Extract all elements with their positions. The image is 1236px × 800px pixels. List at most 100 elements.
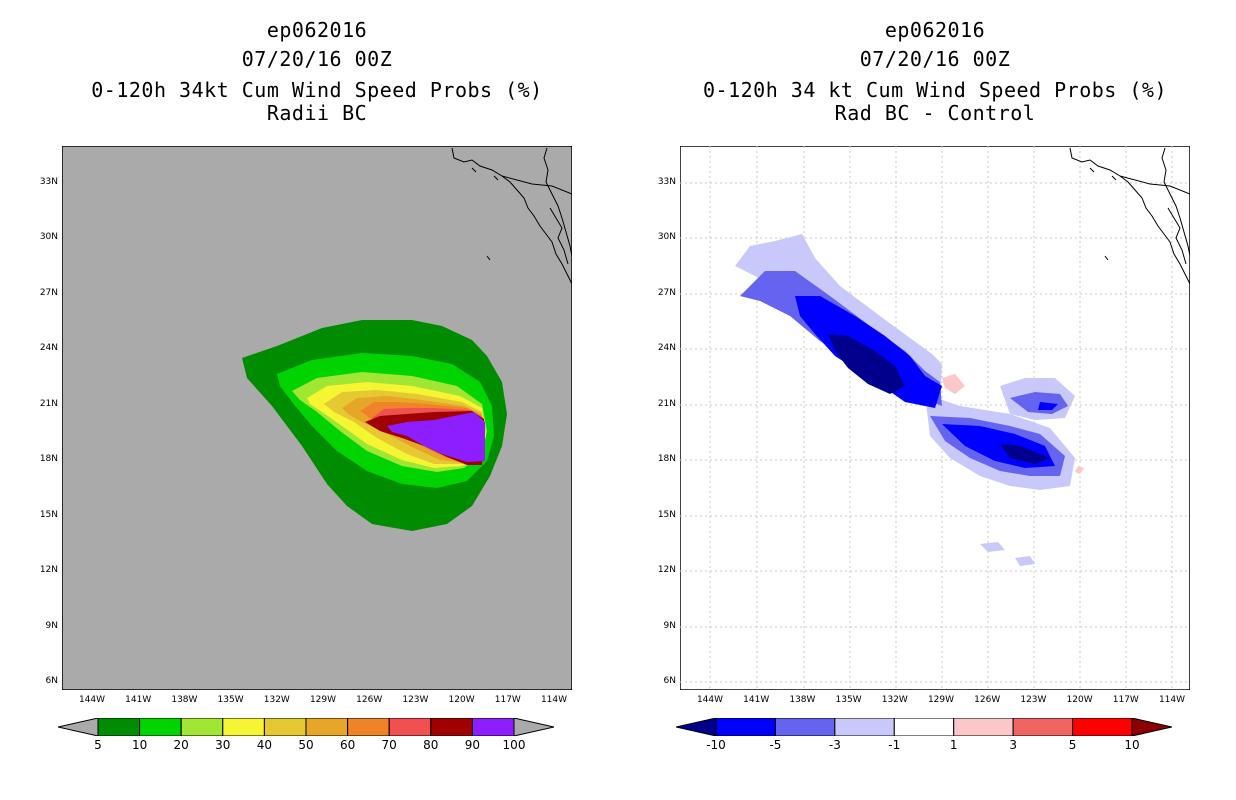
colorbar-segment bbox=[1072, 718, 1133, 736]
colorbar-label: 40 bbox=[256, 738, 273, 752]
lon-tick-label: 126W bbox=[356, 695, 383, 705]
lat-tick-label: 24N bbox=[39, 343, 58, 353]
lon-tick-label: 114W bbox=[540, 695, 568, 705]
product-subtitle: Radii BC bbox=[266, 101, 368, 125]
product-title: 0-120h 34kt Cum Wind Speed Probs (%) bbox=[91, 78, 543, 102]
colorbar-segment bbox=[222, 718, 265, 736]
lon-tick-label: 132W bbox=[263, 695, 290, 705]
lat-tick-label: 18N bbox=[657, 454, 676, 464]
colorbar-label: -5 bbox=[769, 738, 782, 752]
lon-tick-label: 120W bbox=[1066, 695, 1093, 705]
colorbar-label: 20 bbox=[173, 738, 189, 752]
lon-tick-label: 138W bbox=[789, 695, 816, 705]
lat-tick-label: 30N bbox=[39, 232, 58, 242]
colorbar-label: 5 bbox=[94, 738, 102, 752]
colorbar-segment bbox=[347, 718, 390, 736]
lat-tick-label: 27N bbox=[657, 288, 676, 298]
colorbar-segment bbox=[471, 718, 515, 736]
colorbar-segment bbox=[263, 718, 307, 736]
lat-tick-label: 12N bbox=[657, 565, 676, 575]
colorbar-label: 3 bbox=[1009, 738, 1017, 752]
lat-tick-label: 24N bbox=[657, 343, 676, 353]
colorbar-segment bbox=[139, 718, 182, 736]
colorbar-segment bbox=[1012, 718, 1074, 736]
product-subtitle: Rad BC - Control bbox=[834, 101, 1036, 125]
lon-tick-label: 129W bbox=[927, 695, 955, 705]
right-panel-title: ep062016 07/20/16 00Z 0-120h 34 kt Cum W… bbox=[680, 16, 1190, 128]
lat-tick-label: 18N bbox=[39, 454, 58, 464]
colorbar-segment bbox=[834, 718, 895, 736]
grid-lines bbox=[680, 146, 1190, 690]
lon-tick-label: 117W bbox=[1112, 695, 1139, 705]
lat-tick-label: 15N bbox=[39, 510, 58, 520]
right-map-panel bbox=[680, 146, 1190, 690]
coastline bbox=[1069, 147, 1190, 285]
colorbar-label: -1 bbox=[888, 738, 901, 752]
colorbar-segment bbox=[953, 718, 1014, 736]
lon-tick-label: 141W bbox=[743, 695, 770, 705]
lat-tick-label: 6N bbox=[45, 676, 58, 686]
left-colorbar bbox=[58, 718, 554, 736]
right-colorbar bbox=[676, 718, 1172, 736]
lon-tick-label: 129W bbox=[309, 695, 337, 705]
lon-tick-label: 114W bbox=[1158, 695, 1186, 705]
lat-tick-label: 9N bbox=[663, 621, 676, 631]
storm-id: ep062016 bbox=[266, 18, 368, 42]
lon-tick-label: 126W bbox=[974, 695, 1001, 705]
colorbar-label: 1 bbox=[949, 738, 958, 752]
colorbar-label: -10 bbox=[706, 738, 726, 752]
forecast-time: 07/20/16 00Z bbox=[859, 47, 1011, 71]
lon-tick-label: 132W bbox=[881, 695, 908, 705]
lat-tick-label: 30N bbox=[657, 232, 676, 242]
colorbar-segment bbox=[180, 718, 224, 736]
product-title: 0-120h 34 kt Cum Wind Speed Probs (%) bbox=[702, 78, 1168, 102]
difference-contours bbox=[735, 234, 1084, 566]
colorbar-segment bbox=[305, 718, 349, 736]
lon-tick-label: 138W bbox=[171, 695, 198, 705]
colorbar-label: 30 bbox=[215, 738, 231, 752]
lat-tick-label: 21N bbox=[657, 399, 676, 409]
coastline bbox=[451, 147, 572, 285]
lon-tick-label: 144W bbox=[696, 695, 724, 705]
lat-tick-label: 21N bbox=[39, 399, 58, 409]
lat-tick-label: 9N bbox=[45, 621, 58, 631]
lon-tick-label: 135W bbox=[835, 695, 862, 705]
colorbar-segment bbox=[430, 718, 473, 736]
left-panel-title: ep062016 07/20/16 00Z 0-120h 34kt Cum Wi… bbox=[62, 16, 572, 128]
probability-contours bbox=[242, 320, 507, 531]
lat-tick-label: 15N bbox=[657, 510, 676, 520]
colorbar-segment bbox=[893, 718, 955, 736]
colorbar-segment bbox=[97, 718, 141, 736]
colorbar-right-arrow bbox=[1131, 718, 1172, 736]
lat-tick-label: 33N bbox=[39, 177, 58, 187]
lon-tick-label: 123W bbox=[402, 695, 429, 705]
colorbar-label: 50 bbox=[298, 738, 314, 752]
colorbar-label: 70 bbox=[381, 738, 397, 752]
colorbar-label: 100 bbox=[502, 738, 526, 752]
colorbar-label: 10 bbox=[1124, 738, 1140, 752]
left-map-panel bbox=[62, 146, 572, 690]
lat-tick-label: 6N bbox=[663, 676, 676, 686]
lon-tick-label: 135W bbox=[217, 695, 244, 705]
colorbar-left-arrow bbox=[58, 718, 99, 736]
colorbar-label: 5 bbox=[1068, 738, 1077, 752]
colorbar-label: 80 bbox=[423, 738, 439, 752]
colorbar-segment bbox=[715, 718, 776, 736]
colorbar-segment bbox=[388, 718, 432, 736]
colorbar-segment bbox=[774, 718, 836, 736]
lon-tick-label: 144W bbox=[78, 695, 106, 705]
colorbar-left-arrow bbox=[676, 718, 717, 736]
colorbar-label: 90 bbox=[464, 738, 481, 752]
colorbar-label: -3 bbox=[828, 738, 841, 752]
lon-tick-label: 117W bbox=[494, 695, 521, 705]
lat-tick-label: 33N bbox=[657, 177, 676, 187]
lat-tick-label: 27N bbox=[39, 288, 58, 298]
colorbar-right-arrow bbox=[513, 718, 554, 736]
forecast-time: 07/20/16 00Z bbox=[241, 47, 393, 71]
colorbar-label: 60 bbox=[339, 738, 356, 752]
lat-tick-label: 12N bbox=[39, 565, 58, 575]
lon-tick-label: 120W bbox=[448, 695, 475, 705]
lon-tick-label: 141W bbox=[125, 695, 152, 705]
colorbar-label: 10 bbox=[131, 738, 148, 752]
lon-tick-label: 123W bbox=[1020, 695, 1047, 705]
